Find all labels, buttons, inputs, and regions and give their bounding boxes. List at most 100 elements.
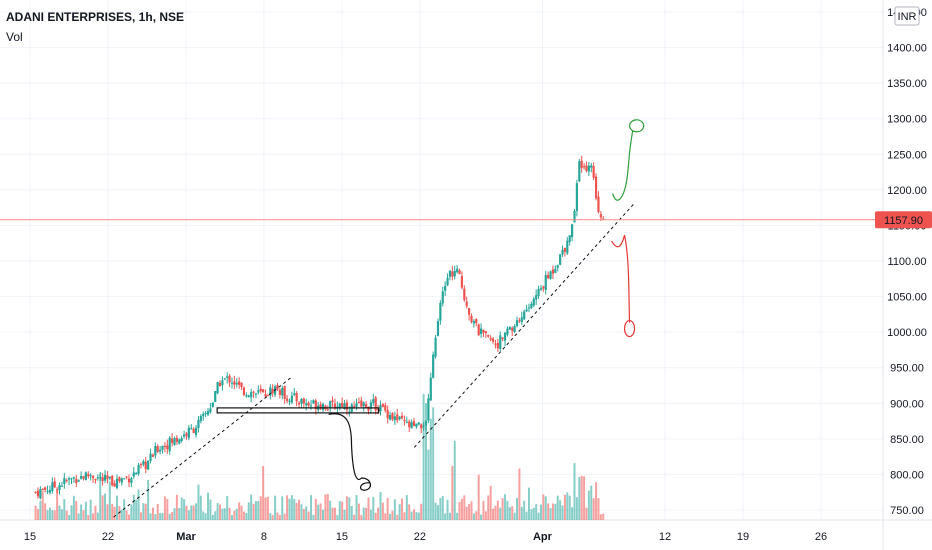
candle-body <box>329 401 332 408</box>
candle-body <box>491 338 495 342</box>
hand-drawn-down-arrow <box>328 413 371 491</box>
candle-body <box>48 489 52 493</box>
candle-body <box>403 419 406 422</box>
volume-bar <box>209 499 212 520</box>
volume-bar <box>139 512 142 520</box>
volume-bar <box>288 498 291 520</box>
volume-bar <box>520 506 523 520</box>
volume-bar <box>56 489 59 520</box>
volume-indicator-label[interactable]: Vol <box>6 30 23 44</box>
volume-bar <box>391 510 394 520</box>
volume-bar <box>36 509 39 520</box>
candle-body <box>271 388 274 394</box>
volume-bar <box>312 514 315 520</box>
volume-bar <box>278 515 281 520</box>
volume-bar <box>283 513 286 520</box>
candle-body <box>166 445 169 450</box>
candle-body <box>494 343 497 345</box>
volume-bar <box>187 510 190 520</box>
symbol-title[interactable]: ADANI ENTERPRISES, 1h, NSE <box>6 10 185 24</box>
candle-body <box>520 317 523 323</box>
volume-bar <box>566 492 569 520</box>
volume-bar <box>367 497 370 520</box>
volume-bar <box>585 507 588 520</box>
candle-body <box>240 382 243 388</box>
volume-bar <box>151 507 154 520</box>
candle-body <box>559 254 562 265</box>
volume-bar <box>163 496 166 520</box>
candle-body <box>245 395 248 397</box>
candle-body <box>170 438 174 443</box>
candle-body <box>56 489 59 491</box>
time-axis[interactable]: 15 22 Mar 8 15 22 Apr 12 19 26 <box>24 531 827 543</box>
candle-body <box>434 337 437 357</box>
volume-bar <box>470 501 473 520</box>
time-tick-label: 22 <box>102 531 114 543</box>
volume-bar <box>374 512 377 520</box>
volume-bar <box>307 511 310 520</box>
candle-body <box>448 270 452 277</box>
candle-body <box>444 285 447 291</box>
volume-bar <box>413 509 416 520</box>
candle-body <box>269 387 272 396</box>
volume-bar <box>111 503 114 520</box>
price-tick-label: 950.00 <box>890 363 924 375</box>
volume-bar <box>168 513 171 520</box>
volume-bar <box>245 512 248 520</box>
candle-body <box>34 491 37 493</box>
volume-bar <box>149 513 152 520</box>
candle-body <box>499 335 502 349</box>
candle-body <box>566 240 569 254</box>
volume-bar <box>401 498 404 520</box>
volume-bar <box>104 493 107 520</box>
volume-bar <box>99 473 102 520</box>
currency-label: INR <box>898 11 917 23</box>
candle-body <box>575 183 578 211</box>
volume-bar <box>602 513 605 520</box>
candle-body <box>142 461 145 465</box>
candle-body <box>111 475 114 486</box>
candle-body <box>496 342 499 349</box>
volume-bar <box>101 495 104 520</box>
volume-bar <box>108 481 111 520</box>
volume-bar <box>82 510 85 520</box>
candle-body <box>424 421 428 426</box>
volume-bar <box>595 482 598 520</box>
candle-body <box>357 401 361 403</box>
volume-bar <box>563 494 566 520</box>
volume-bar <box>389 513 392 520</box>
volume-bar <box>420 503 423 520</box>
candle-body <box>206 411 210 415</box>
candle-body <box>420 424 423 429</box>
candle-body <box>391 413 394 420</box>
volume-bar <box>422 393 425 520</box>
price-tick-label: 1200.00 <box>887 185 927 197</box>
volume-bar <box>266 496 269 520</box>
volume-bar <box>70 505 73 520</box>
volume-bar <box>290 495 293 520</box>
volume-bar <box>329 500 332 520</box>
support-level-box <box>216 407 380 414</box>
volume-bar <box>207 492 210 520</box>
volume-bar <box>482 500 485 520</box>
candle-body <box>295 393 298 402</box>
candle-body <box>544 275 547 290</box>
volume-bar <box>159 513 162 520</box>
candle-body <box>348 411 351 413</box>
price-axis[interactable]: 1450.001400.001350.001300.001250.001200.… <box>887 7 927 517</box>
candle-body <box>51 482 54 491</box>
candle-body <box>130 478 133 483</box>
candle-body <box>144 461 147 469</box>
volume-bar <box>463 495 466 520</box>
volume-bar <box>250 494 253 520</box>
candle-body <box>254 393 258 395</box>
candle-body <box>582 166 586 168</box>
candle-body <box>192 428 195 434</box>
candle-body <box>91 475 95 478</box>
volume-bar <box>39 500 42 520</box>
volume-bar <box>127 514 130 520</box>
volume-bar <box>484 511 487 520</box>
currency-badge[interactable] <box>894 6 920 26</box>
candle-body <box>182 434 186 437</box>
